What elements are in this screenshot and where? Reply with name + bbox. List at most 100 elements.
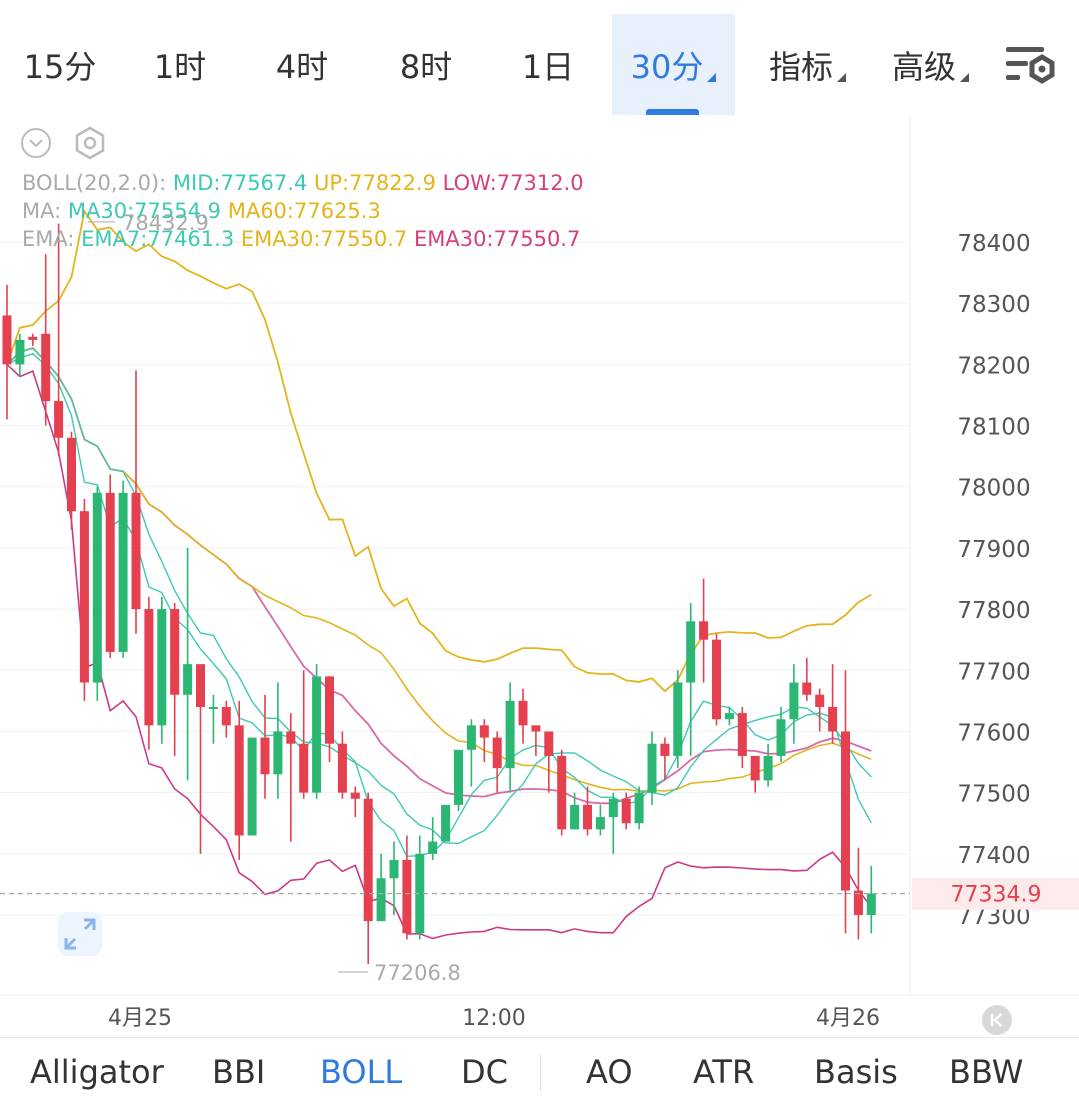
candle-body: [54, 401, 64, 438]
boll-legend: BOLL(20,2.0): MID:77567.4 UP:77822.9 LOW…: [22, 171, 584, 195]
tab-1d[interactable]: 1日: [498, 14, 598, 115]
dropdown-triangle-icon: [707, 73, 717, 82]
chart-settings-icon[interactable]: [1004, 44, 1056, 86]
tab-label: 30分: [630, 47, 704, 86]
candle-body: [621, 798, 631, 824]
time-axis-label: 4月26: [816, 1006, 880, 1031]
candle-body: [866, 893, 876, 915]
advanced-menu[interactable]: 高级: [878, 14, 983, 115]
tab-label: 1日: [521, 47, 575, 86]
indicator-bbw[interactable]: BBW: [949, 1038, 1023, 1106]
tab-4h[interactable]: 4时: [252, 14, 352, 115]
ma30-line: [6, 347, 872, 845]
candle-body: [196, 664, 205, 707]
candle-body: [841, 731, 850, 891]
divider: [540, 1055, 541, 1091]
menu-label: 高级: [891, 47, 956, 86]
boll-lower-line: [6, 363, 872, 940]
candle-body: [170, 609, 180, 695]
legend-up: UP:77822.9: [314, 171, 436, 195]
candle-body: [699, 621, 709, 640]
legend-ema30: EMA30:77550.7: [240, 227, 408, 251]
indicator-bbi[interactable]: BBI: [212, 1038, 265, 1106]
candle-body: [337, 743, 347, 793]
expand-fullscreen-icon[interactable]: [58, 912, 102, 960]
price-axis-label: 78300: [957, 292, 1030, 318]
indicator-label: BBW: [949, 1053, 1024, 1091]
candle-body: [789, 682, 799, 720]
candle-body: [608, 798, 618, 818]
candle-body: [647, 743, 657, 793]
candle-body: [686, 621, 696, 683]
indicator-basis[interactable]: Basis: [814, 1038, 898, 1106]
candle-body: [518, 700, 528, 726]
tab-1h[interactable]: 1时: [130, 14, 230, 115]
candle-body: [634, 792, 644, 824]
indicator-label: ATR: [693, 1053, 755, 1091]
candle-body: [131, 492, 141, 610]
candle-body: [389, 859, 399, 879]
indicator-bar: Alligator BBI BOLL DC AO ATR Basis BBW: [0, 1037, 1079, 1106]
legend-prefix: EMA:: [22, 227, 75, 251]
candle-body: [853, 890, 863, 915]
tab-30m[interactable]: 30分: [612, 14, 735, 115]
candle-body: [505, 700, 515, 769]
legend-low: LOW:77312.0: [442, 171, 584, 195]
time-axis-label: 4月25: [108, 1006, 172, 1031]
candle-body: [712, 639, 721, 720]
indicators-menu[interactable]: 指标: [755, 14, 860, 115]
candle-body: [660, 743, 670, 756]
dropdown-triangle-icon: [837, 73, 846, 82]
candle-body: [183, 664, 193, 695]
collapse-chevron-icon[interactable]: [20, 127, 52, 163]
boll-upper-line: [6, 209, 872, 693]
candle-body: [466, 725, 476, 750]
indicator-dc[interactable]: DC: [461, 1038, 508, 1106]
legend-ema7: EMA7:77461.3: [81, 227, 235, 251]
candle-body: [247, 737, 257, 836]
current-price-tag: [912, 877, 1079, 910]
candle-body: [531, 725, 541, 732]
tab-8h[interactable]: 8时: [376, 14, 476, 115]
price-axis-label: 77900: [957, 537, 1030, 563]
gear-icon[interactable]: [72, 125, 108, 165]
candle-body: [402, 859, 412, 934]
candle-body: [221, 706, 231, 726]
candle-body: [15, 339, 25, 365]
candle-body: [273, 731, 283, 775]
chart-area[interactable]: 78400 78300 78200 78100 78000 77900 77800 77700…: [0, 115, 1079, 1036]
candle-body: [299, 743, 309, 793]
candle-body: [750, 755, 760, 781]
legend-prefix: MA:: [22, 199, 62, 223]
candle-body: [479, 725, 489, 738]
candle-body: [312, 676, 322, 793]
legend-ma60: MA60:77625.3: [227, 199, 381, 223]
menu-label: 指标: [768, 47, 833, 86]
current-price-label: 77334.9: [951, 883, 1042, 908]
candle-body: [350, 792, 360, 799]
candle-body: [570, 804, 580, 830]
candle-body: [763, 755, 773, 781]
price-axis-label: 77400: [957, 843, 1030, 869]
candle-body: [363, 798, 373, 922]
ma60-line: [6, 347, 872, 793]
tab-15m[interactable]: 15分: [10, 14, 110, 115]
scroll-to-latest-icon[interactable]: [981, 1004, 1013, 1040]
legend-ema30: EMA30:77550.7: [413, 227, 581, 251]
candle-body: [583, 804, 592, 830]
candle-body: [2, 315, 12, 365]
indicator-label: DC: [461, 1053, 508, 1091]
indicator-boll[interactable]: BOLL: [320, 1038, 402, 1106]
price-axis-label: 77600: [957, 720, 1030, 746]
candle-body: [118, 492, 128, 652]
candle-body: [79, 511, 89, 683]
indicator-alligator[interactable]: Alligator: [30, 1038, 164, 1106]
indicator-ao[interactable]: AO: [586, 1038, 633, 1106]
tab-label: 8时: [399, 47, 453, 86]
legend-mid: MID:77567.4: [172, 171, 308, 195]
indicator-label: AO: [586, 1053, 633, 1091]
indicator-atr[interactable]: ATR: [693, 1038, 754, 1106]
price-axis-label: 77700: [957, 659, 1030, 685]
ma-legend: MA: MA30:77554.9 MA60:77625.3: [22, 199, 381, 223]
ema7-line: [6, 352, 872, 858]
